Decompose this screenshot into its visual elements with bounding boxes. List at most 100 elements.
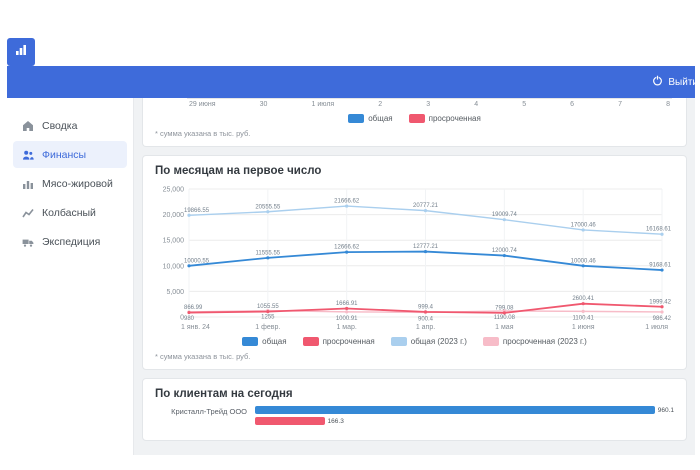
legend-item: общая — [348, 114, 393, 123]
legend-item: общая — [242, 337, 287, 346]
daily-chart-card: 29 июня 30 1 июля 2 3 4 5 6 7 8 общая просроченная… — [142, 98, 687, 147]
svg-text:1 янв. 24: 1 янв. 24 — [181, 324, 210, 331]
svg-text:15,000: 15,000 — [163, 238, 185, 245]
svg-text:1 февр.: 1 февр. — [255, 324, 280, 331]
svg-text:10000.46: 10000.46 — [571, 258, 597, 264]
svg-text:10,000: 10,000 — [163, 263, 185, 270]
svg-text:1 июня: 1 июня — [572, 324, 595, 331]
sidebar-item-sausage[interactable]: Колбасный — [13, 199, 127, 226]
sidebar-item-expedition[interactable]: Экспедиция — [13, 228, 127, 255]
legend-item: общая (2023 г.) — [390, 337, 467, 346]
client-bars: 960.1 166.3 — [255, 406, 674, 428]
logout-label: Выйти — [668, 76, 695, 88]
svg-text:20555.55: 20555.55 — [255, 204, 281, 210]
clients-chart-title: По клиентам на сегодня — [155, 388, 293, 400]
footnote: * сумма указана в тыс. руб. — [155, 129, 251, 138]
legend-item: просроченная — [302, 337, 375, 346]
svg-text:799.08: 799.08 — [495, 305, 514, 311]
logout-button[interactable]: Выйти — [646, 71, 695, 93]
svg-text:19009.74: 19009.74 — [492, 212, 518, 218]
legend-label: просроченная — [428, 114, 481, 123]
bar-chart-icon — [14, 43, 28, 62]
svg-text:12666.62: 12666.62 — [334, 245, 360, 251]
svg-text:1000.91: 1000.91 — [336, 316, 358, 322]
legend-swatch — [348, 114, 365, 123]
sidebar-item-label: Мясо-жировой — [42, 177, 113, 190]
client-name: Кристалл-Трейд ООО — [171, 407, 247, 416]
sidebar-item-meat[interactable]: Мясо-жировой — [13, 170, 127, 197]
svg-text:866.99: 866.99 — [184, 305, 203, 311]
svg-text:16168.61: 16168.61 — [646, 227, 672, 233]
expedition-icon — [21, 235, 34, 248]
power-icon — [652, 75, 663, 89]
sausage-icon — [21, 206, 34, 219]
svg-text:1 апр.: 1 апр. — [416, 324, 435, 331]
daily-legend: общая просроченная — [143, 110, 686, 125]
svg-text:1255: 1255 — [261, 315, 275, 321]
legend-label: просроченная (2023 г.) — [502, 337, 587, 346]
legend-label: общая — [262, 337, 287, 346]
legend-label: общая (2023 г.) — [410, 337, 467, 346]
client-bar-row: Кристалл-Трейд ООО 960.1 166.3 — [143, 402, 686, 440]
x-tick: 3 — [426, 101, 431, 108]
svg-text:1999.42: 1999.42 — [649, 299, 671, 305]
monthly-chart-wrap: 0 5,000 10,000 15,000 20,000 25,000 1 янв. 24 1… — [143, 179, 686, 333]
app-window: Выйти Сводка Финансы Мясо-жировой Колбасный… — [7, 38, 695, 455]
monthly-chart-title: По месяцам на первое число — [155, 165, 322, 177]
svg-text:1190.08: 1190.08 — [494, 315, 516, 321]
total-bar-value: 960.1 — [657, 406, 674, 414]
svg-text:1 мар.: 1 мар. — [336, 324, 356, 331]
footnote: * сумма указана в тыс. руб. — [155, 352, 251, 361]
sidebar-item-label: Финансы — [42, 148, 87, 161]
svg-text:19866.55: 19866.55 — [184, 208, 210, 214]
svg-text:12777.21: 12777.21 — [413, 244, 439, 250]
monthly-legend: общая просроченная общая (2023 г.) просроче… — [143, 333, 686, 348]
legend-swatch — [390, 337, 407, 346]
legend-swatch — [482, 337, 499, 346]
monthly-line-chart: 0 5,000 10,000 15,000 20,000 25,000 1 янв. 24 1… — [163, 187, 672, 332]
svg-text:9168.61: 9168.61 — [649, 263, 671, 269]
svg-text:1 мая: 1 мая — [495, 324, 514, 331]
finance-icon — [21, 148, 34, 161]
svg-text:21666.62: 21666.62 — [334, 199, 360, 205]
sidebar-item-finance[interactable]: Финансы — [13, 141, 127, 168]
x-tick: 2 — [378, 101, 383, 108]
x-tick: 29 июня — [189, 101, 216, 108]
x-tick: 5 — [522, 101, 527, 108]
legend-swatch — [242, 337, 259, 346]
legend-label: общая — [368, 114, 393, 123]
svg-text:999.4: 999.4 — [418, 304, 434, 310]
svg-text:10000.55: 10000.55 — [184, 258, 210, 264]
sidebar-item-summary[interactable]: Сводка — [13, 112, 127, 139]
sidebar-item-label: Колбасный — [42, 206, 96, 219]
legend-label: просроченная — [322, 337, 375, 346]
home-icon — [21, 119, 34, 132]
x-tick: 8 — [666, 101, 670, 108]
x-tick: 6 — [570, 101, 575, 108]
legend-item: просроченная — [408, 114, 481, 123]
sidebar: Сводка Финансы Мясо-жировой Колбасный Экспед… — [7, 98, 134, 455]
x-tick: 7 — [618, 101, 623, 108]
svg-text:0: 0 — [180, 315, 184, 322]
x-tick: 30 — [259, 101, 268, 108]
x-tick: 4 — [474, 101, 479, 108]
monthly-chart-card: По месяцам на первое число 0 5,000 10,000 1… — [142, 155, 687, 370]
legend-item: просроченная (2023 г.) — [482, 337, 587, 346]
svg-text:5,000: 5,000 — [166, 289, 184, 296]
svg-text:17000.46: 17000.46 — [571, 222, 597, 228]
sidebar-item-label: Экспедиция — [42, 235, 101, 248]
overdue-bar — [255, 417, 325, 425]
legend-swatch — [408, 114, 425, 123]
total-bar — [255, 406, 655, 414]
content-area[interactable]: 29 июня 30 1 июля 2 3 4 5 6 7 8 общая просроченная… — [134, 98, 695, 455]
svg-text:986.42: 986.42 — [653, 316, 672, 322]
svg-text:12000.74: 12000.74 — [492, 248, 518, 254]
svg-text:20777.21: 20777.21 — [413, 203, 439, 209]
svg-text:1055.55: 1055.55 — [257, 304, 279, 310]
legend-swatch — [302, 337, 319, 346]
top-bar: Выйти — [7, 66, 695, 98]
svg-text:1100.41: 1100.41 — [573, 315, 595, 321]
clients-chart-card: По клиентам на сегодня Кристалл-Трейд ОО… — [142, 378, 687, 441]
x-tick: 1 июля — [311, 101, 335, 108]
svg-text:2600.41: 2600.41 — [572, 296, 594, 302]
